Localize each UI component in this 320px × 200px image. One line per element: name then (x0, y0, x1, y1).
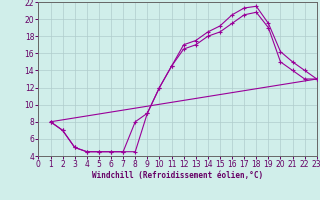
X-axis label: Windchill (Refroidissement éolien,°C): Windchill (Refroidissement éolien,°C) (92, 171, 263, 180)
